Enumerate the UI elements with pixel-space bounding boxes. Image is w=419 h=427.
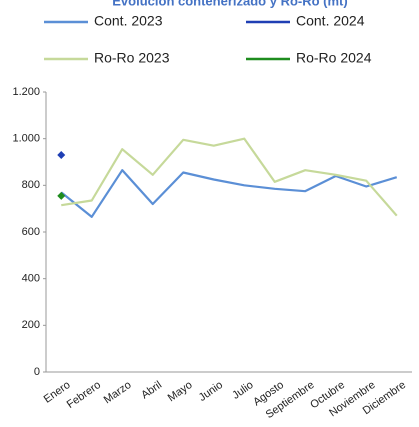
y-tick-label: 200 xyxy=(22,319,40,331)
x-tick-label: Marzo xyxy=(102,379,134,406)
x-tick-label: Febrero xyxy=(65,379,103,411)
legend-label: Ro-Ro 2023 xyxy=(94,50,170,66)
y-tick-label: 400 xyxy=(22,273,40,285)
point-marker xyxy=(57,151,66,159)
y-tick-label: 1.200 xyxy=(12,86,40,98)
y-tick-label: 0 xyxy=(34,366,40,378)
series-line xyxy=(61,137,398,217)
x-tick-label: Abril xyxy=(139,379,164,401)
y-tick-label: 1.000 xyxy=(12,133,40,145)
point-marker xyxy=(57,191,66,200)
legend-label: Cont. 2023 xyxy=(94,13,163,29)
legend-label: Cont. 2024 xyxy=(296,13,365,29)
legend-label: Ro-Ro 2024 xyxy=(296,50,372,66)
x-tick-label: Junio xyxy=(197,379,225,404)
x-tick-label: Mayo xyxy=(166,379,195,404)
y-tick-label: 800 xyxy=(22,179,40,191)
y-tick-label: 600 xyxy=(22,226,40,238)
series-line xyxy=(60,169,398,218)
chart-title: Evolución contenerizado y Ro-Ro (mt) xyxy=(112,0,347,8)
